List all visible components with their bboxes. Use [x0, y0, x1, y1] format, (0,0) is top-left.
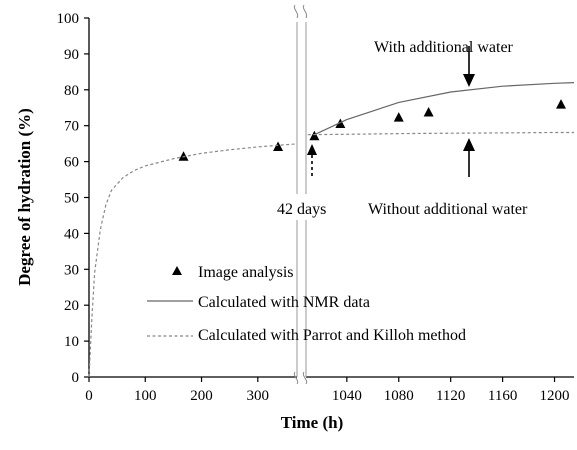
x-tick-label: 1080	[384, 388, 414, 404]
x-tick-label: 1200	[540, 388, 570, 404]
x-tick-label: 0	[85, 388, 93, 404]
series-line-nmr	[314, 82, 575, 136]
data-point-image-analysis	[423, 107, 434, 117]
x-tick-label: 300	[247, 388, 270, 404]
arrow-42-days	[307, 144, 317, 178]
x-ticks: 0 100 200 300 1040 1080 1120 1160 1200	[85, 377, 570, 404]
data-point-image-analysis	[393, 112, 404, 122]
x-tick-label: 200	[190, 388, 213, 404]
x-axis-title: Time (h)	[281, 413, 344, 432]
x-tick-label: 1160	[488, 388, 517, 404]
y-tick-label: 10	[64, 334, 79, 350]
legend-triangle-marker	[172, 266, 182, 275]
x-tick-label: 1040	[332, 388, 362, 404]
data-point-image-analysis	[309, 130, 320, 141]
x-tick-label: 1120	[436, 388, 465, 404]
arrow-with-water	[463, 46, 475, 87]
legend-label-image-analysis: Image analysis	[198, 264, 294, 281]
y-tick-label: 40	[64, 226, 79, 242]
series-layer	[88, 82, 575, 378]
legend-label-nmr: Calculated with NMR data	[198, 294, 370, 311]
days-label-bg	[273, 194, 355, 220]
annotation-without-water: Without additional water	[368, 201, 528, 218]
data-point-image-analysis	[556, 99, 567, 109]
y-tick-label: 30	[64, 262, 79, 278]
y-ticks: 0 10 20 30 40 50 60 70 80 90 100	[57, 11, 89, 386]
data-point-image-analysis	[178, 151, 189, 161]
y-tick-label: 60	[64, 155, 79, 171]
y-tick-label: 100	[57, 11, 80, 27]
legend: Image analysis Calculated with NMR data …	[147, 264, 466, 344]
data-point-image-analysis	[273, 141, 284, 152]
x-tick-label: 100	[134, 388, 157, 404]
arrow-without-water	[463, 138, 475, 177]
legend-label-parrot-killoh: Calculated with Parrot and Killoh method	[198, 327, 466, 344]
y-tick-label: 90	[64, 47, 79, 63]
y-tick-label: 0	[72, 370, 80, 386]
y-tick-label: 50	[64, 191, 79, 207]
y-tick-label: 70	[64, 119, 79, 135]
y-tick-label: 20	[64, 298, 79, 314]
y-tick-label: 80	[64, 83, 79, 99]
series-line-parrot-killoh	[88, 131, 574, 378]
annotation-with-water: With additional water	[374, 39, 514, 56]
data-point-image-analysis	[335, 118, 346, 129]
annotation-42-days: 42 days	[277, 201, 326, 218]
y-axis-title: Degree of hydration (%)	[15, 108, 34, 286]
